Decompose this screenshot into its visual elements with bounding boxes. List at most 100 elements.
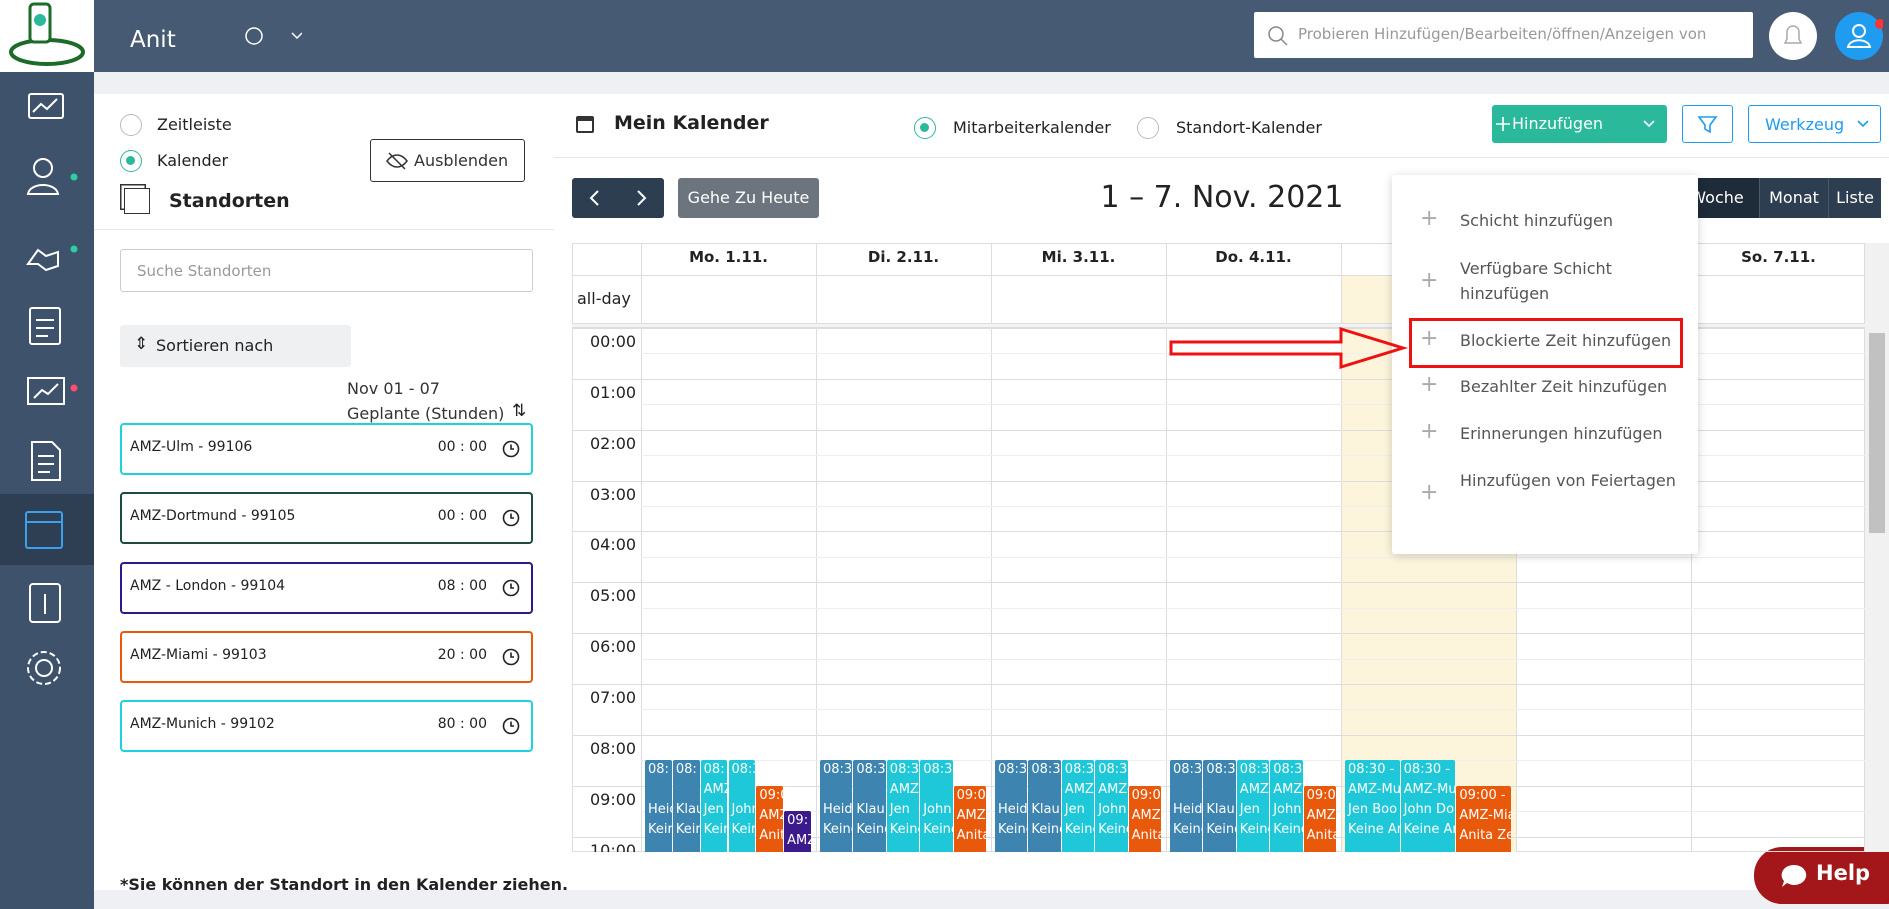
event-text: 08:3 <box>889 762 919 778</box>
menu-plus: + <box>1420 206 1439 231</box>
shift-event[interactable]: 08:30 AMZ John Keine <box>1270 760 1303 852</box>
scroll-thumb[interactable] <box>1869 333 1885 533</box>
next-button[interactable] <box>618 178 664 218</box>
menu-item[interactable]: Bezahlter Zeit hinzufügen <box>1460 377 1668 396</box>
shift-event[interactable]: 08:3 AMZ- Jen Keine <box>1061 760 1095 852</box>
event-text: John Do <box>1403 802 1455 818</box>
event-text <box>676 780 700 800</box>
column-line <box>1166 243 1167 852</box>
shift-event[interactable]: 08:3 Klau Keine <box>1028 760 1061 852</box>
nav-icons[interactable] <box>0 72 94 909</box>
menu-item[interactable]: Erinnerungen hinzufügen <box>1460 424 1663 443</box>
shift-event[interactable]: 08:30 - 16:30 AMZ-Mu John Do Keine Ar <box>1400 760 1456 852</box>
shift-event[interactable]: 08: Klau Keir <box>672 760 700 852</box>
menu-item[interactable]: Schicht hinzufügen <box>1460 211 1614 230</box>
shift-event[interactable]: 08:3 AMZ Jen Keine <box>1236 760 1270 852</box>
hour-line <box>572 683 1865 685</box>
half-hour-line <box>641 607 1865 609</box>
menu-plus: + <box>1420 268 1439 293</box>
location-card[interactable]: AMZ - London - 99104 08 : 00 <box>120 561 533 614</box>
user-avatar[interactable] <box>1835 12 1885 60</box>
event-text: Klau <box>675 802 700 818</box>
event-text: Anita <box>1131 827 1161 843</box>
hour-line <box>572 633 1865 635</box>
location-search-placeholder: Suche Standorten <box>137 262 272 280</box>
location-search[interactable]: Suche Standorten <box>120 249 533 292</box>
shift-event[interactable]: 09: AMZ <box>784 811 811 852</box>
column-label: Geplante (Stunden) <box>347 404 505 423</box>
half-hour-line <box>641 709 1865 711</box>
shift-event[interactable]: 08:30 - AMZ-Mu Jen Boo Keine Ar <box>1345 760 1400 852</box>
filter-button[interactable] <box>1682 105 1733 143</box>
location-card[interactable]: AMZ-Ulm - 99106 00 : 00 <box>120 423 533 475</box>
shift-event[interactable]: 08:3 AMZ- Jen Keine <box>886 760 920 852</box>
prev-button[interactable] <box>572 178 618 218</box>
location-card[interactable]: AMZ-Munich - 99102 80 : 00 <box>120 700 533 753</box>
menu-item[interactable]: Blockierte Zeit hinzufügen <box>1460 331 1672 350</box>
help-button[interactable]: Help <box>1754 847 1889 904</box>
shift-event[interactable]: 08:3 Heid Keine <box>1170 760 1203 852</box>
event-text: AMZ- <box>1064 782 1094 798</box>
view-button[interactable]: Monat <box>1759 178 1828 218</box>
event-text: AMZ <box>703 782 728 798</box>
event-text: AMZ-Mia <box>1459 807 1511 823</box>
menu-plus: + <box>1420 372 1439 397</box>
mode-radio[interactable] <box>1137 117 1159 139</box>
event-text: 08:30 <box>1098 762 1128 778</box>
view-button-label: Woche <box>1690 188 1744 207</box>
shift-event[interactable]: 09:00 - AMZ-Mia Anita Ze <box>1456 785 1511 852</box>
event-text <box>923 780 952 800</box>
location-name: AMZ-Dortmund - 99105 <box>130 508 296 525</box>
search-icon <box>1268 26 1288 46</box>
hour-label: 06:00 <box>590 637 637 657</box>
shift-event[interactable]: 08:3 Klau Keine <box>1203 760 1236 852</box>
shift-event[interactable]: 08:30 AMZ- John Keine <box>1095 760 1128 852</box>
sort-button[interactable]: Sortieren nach ⇕ <box>120 325 351 367</box>
shift-event[interactable]: 09:0 AMZ Anit <box>756 785 784 852</box>
view-label: Zeitleiste <box>157 115 232 134</box>
shift-event[interactable]: 08:3 Klau Keine <box>853 760 886 852</box>
language-select[interactable] <box>242 26 302 46</box>
location-card[interactable]: AMZ-Dortmund - 99105 00 : 00 <box>120 492 533 545</box>
half-hour-line <box>641 556 1865 558</box>
global-search[interactable]: Probieren Hinzufügen/Bearbeiten/öffnen/A… <box>1254 12 1753 58</box>
view-button[interactable]: Liste <box>1828 178 1881 218</box>
hour-line <box>572 429 1865 431</box>
logo-icon <box>9 2 85 66</box>
shift-event[interactable]: 08:3 John Keir <box>728 760 756 852</box>
menu-item[interactable]: Verfügbare Schicht hinzufügen <box>1460 259 1612 303</box>
event-text: 08:3 <box>1064 762 1094 778</box>
sort-order-icon[interactable]: ⇅ <box>512 401 527 421</box>
event-text: John <box>731 802 756 818</box>
shift-event[interactable]: 08:30 John Keine <box>920 760 953 852</box>
shift-event[interactable]: 09:0 AMZ- Anita <box>953 785 986 852</box>
shift-event[interactable]: 09:0 AMZ- Anita <box>1128 785 1161 852</box>
event-text: 09:0 <box>759 787 783 803</box>
hour-label: 00:00 <box>590 332 637 351</box>
location-card[interactable]: AMZ-Miami - 99103 20 : 00 <box>120 630 533 683</box>
shift-event[interactable]: 08:3 Heid Keine <box>820 760 853 852</box>
add-button[interactable]: Hinzufügen <box>1492 105 1667 143</box>
shift-event[interactable]: 08: Heic Keir <box>645 760 672 852</box>
all-day-label: all-day <box>577 289 631 308</box>
menu-item[interactable]: Hinzufügen von Feiertagen <box>1460 471 1676 490</box>
clock-icon <box>502 648 520 666</box>
location-hours: 08 : 00 <box>437 577 487 594</box>
time-grid: 00:00 01:00 02:00 03:00 04:00 05:00 06:00 07:00… <box>572 328 1865 852</box>
hour-label: 09:00 <box>590 789 637 809</box>
view-radio[interactable] <box>120 150 142 172</box>
shift-event[interactable]: 09:0 AMZ- Anita <box>1303 785 1336 852</box>
shift-event[interactable]: 08:3 Heid Keine <box>995 760 1028 852</box>
view-radio[interactable] <box>120 114 142 136</box>
event-text <box>1173 780 1202 800</box>
shift-event[interactable]: 08: AMZ Jen Keir <box>700 760 728 852</box>
mode-radio[interactable] <box>914 117 936 139</box>
location-hours: 20 : 00 <box>437 646 487 663</box>
location-name: AMZ - London - 99104 <box>130 577 286 594</box>
location-name: AMZ-Miami - 99103 <box>130 646 267 663</box>
today-button[interactable]: Gehe Zu Heute <box>678 178 819 218</box>
tool-button[interactable]: Werkzeug <box>1748 105 1881 143</box>
notifications[interactable] <box>1769 12 1817 60</box>
mode-label: Mitarbeiterkalender <box>953 118 1111 137</box>
hide-button[interactable]: Ausblenden <box>370 139 525 182</box>
